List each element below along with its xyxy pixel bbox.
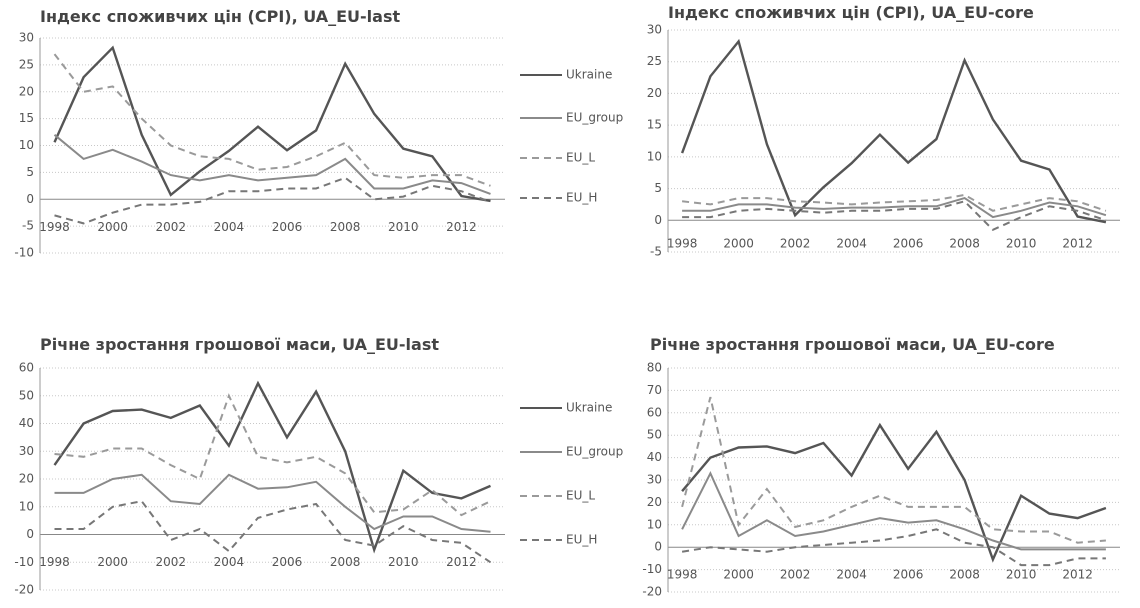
y-tick-label: -5 — [22, 219, 34, 233]
x-tick-label: 2004 — [214, 220, 245, 234]
y-tick-label: 30 — [647, 23, 662, 37]
y-tick-label: 15 — [647, 118, 662, 132]
x-tick-label: 2006 — [272, 220, 303, 234]
series-line — [681, 396, 1106, 544]
series-line — [53, 53, 491, 187]
y-tick-label: 30 — [647, 473, 662, 487]
x-tick-label: 2008 — [330, 555, 361, 569]
x-tick-label: 1998 — [39, 220, 70, 234]
x-tick-label: 2006 — [272, 555, 303, 569]
y-tick-label: 40 — [19, 416, 34, 430]
chart-title: Річне зростання грошової маси, UA_EU-las… — [40, 335, 439, 354]
y-tick-label: 0 — [26, 192, 34, 206]
y-tick-label: 70 — [647, 383, 662, 397]
x-tick-label: 2004 — [836, 568, 867, 582]
legend-label: EU_L — [566, 489, 595, 503]
x-tick-label: 2002 — [780, 568, 811, 582]
y-tick-label: -10 — [642, 562, 662, 576]
x-tick-label: 2008 — [949, 237, 980, 251]
y-tick-label: 30 — [19, 444, 34, 458]
y-tick-label: -10 — [14, 246, 34, 260]
x-tick-label: 2010 — [1006, 568, 1037, 582]
y-tick-label: 60 — [19, 361, 34, 375]
x-tick-label: 2008 — [330, 220, 361, 234]
y-tick-label: 0 — [654, 540, 662, 554]
chart-title: Індекс споживчих цін (CPI), UA_EU-last — [40, 7, 400, 26]
x-tick-label: 2012 — [446, 220, 477, 234]
y-tick-label: -20 — [14, 583, 34, 597]
x-tick-label: 2004 — [214, 555, 245, 569]
y-tick-label: 0 — [654, 213, 662, 227]
series-line — [54, 176, 491, 225]
y-tick-label: 5 — [654, 181, 662, 195]
series-line — [681, 528, 1106, 567]
x-tick-label: 2010 — [388, 555, 419, 569]
y-tick-label: -5 — [650, 245, 662, 259]
x-tick-label: 2012 — [1062, 237, 1093, 251]
x-tick-label: 2002 — [780, 237, 811, 251]
y-tick-label: 30 — [19, 31, 34, 45]
series-line — [681, 470, 1106, 551]
x-tick-label: 2000 — [97, 555, 128, 569]
y-tick-label: 60 — [647, 405, 662, 419]
y-tick-label: 50 — [19, 388, 34, 402]
legend-label: EU_H — [566, 191, 597, 205]
series-line — [53, 134, 491, 195]
legend-label: Ukraine — [566, 68, 612, 82]
y-tick-label: 50 — [647, 428, 662, 442]
series-line — [681, 422, 1107, 563]
chart-title: Індекс споживчих цін (CPI), UA_EU-core — [668, 3, 1034, 22]
y-tick-label: 0 — [26, 527, 34, 541]
series-line — [53, 45, 491, 203]
x-tick-label: 2008 — [949, 568, 980, 582]
y-tick-label: 20 — [647, 495, 662, 509]
x-tick-label: 2000 — [97, 220, 128, 234]
y-tick-label: 20 — [647, 86, 662, 100]
y-tick-label: 25 — [19, 57, 34, 71]
x-tick-label: 2012 — [446, 555, 477, 569]
series-line — [681, 193, 1107, 212]
series-line — [680, 38, 1107, 224]
x-tick-label: 1998 — [667, 237, 698, 251]
chart-title: Річне зростання грошової маси, UA_EU-cor… — [650, 335, 1055, 354]
series-line — [54, 393, 491, 517]
series-line — [54, 500, 492, 564]
y-tick-label: 10 — [19, 499, 34, 513]
y-tick-label: 25 — [647, 54, 662, 68]
x-tick-label: 2010 — [1006, 237, 1037, 251]
legend-label: EU_group — [566, 111, 623, 125]
series-line — [54, 473, 491, 533]
y-tick-label: 20 — [19, 472, 34, 486]
y-tick-label: 80 — [647, 361, 662, 375]
legend-label: EU_group — [566, 445, 623, 459]
x-tick-label: 2010 — [388, 220, 419, 234]
legend-label: Ukraine — [566, 401, 612, 415]
y-tick-label: -10 — [14, 555, 34, 569]
y-tick-label: 20 — [19, 84, 34, 98]
series-line — [53, 380, 491, 554]
x-tick-label: 1998 — [39, 555, 70, 569]
y-tick-label: 5 — [26, 165, 34, 179]
y-tick-label: 10 — [19, 138, 34, 152]
x-tick-label: 2004 — [836, 237, 867, 251]
y-tick-label: 10 — [647, 149, 662, 163]
legend-label: EU_L — [566, 151, 595, 165]
series-line — [682, 197, 1107, 219]
x-tick-label: 2000 — [723, 568, 754, 582]
x-tick-label: 1998 — [667, 568, 698, 582]
x-tick-label: 2012 — [1062, 568, 1093, 582]
y-tick-label: 15 — [19, 111, 34, 125]
x-tick-label: 2006 — [893, 568, 924, 582]
x-tick-label: 2006 — [893, 237, 924, 251]
y-tick-label: -20 — [642, 585, 662, 599]
x-tick-label: 2002 — [156, 555, 187, 569]
x-tick-label: 2000 — [723, 237, 754, 251]
legend-label: EU_H — [566, 533, 597, 547]
y-tick-label: 10 — [647, 517, 662, 531]
x-tick-label: 2002 — [156, 220, 187, 234]
y-tick-label: 40 — [647, 450, 662, 464]
